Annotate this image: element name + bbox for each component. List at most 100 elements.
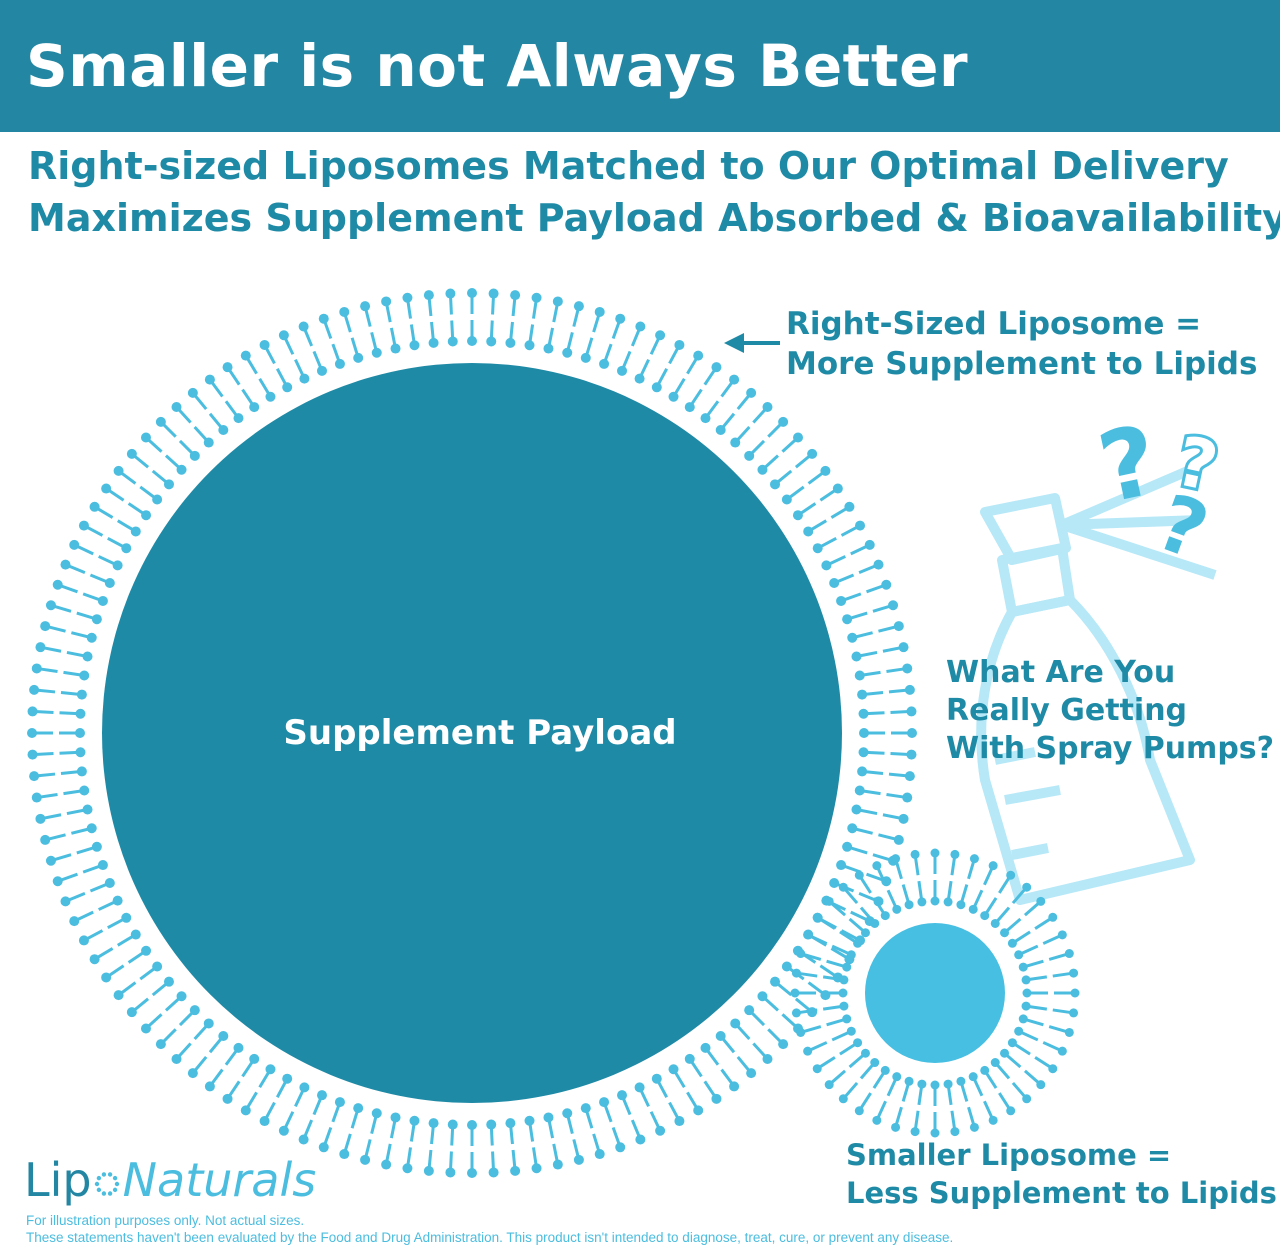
- lipid-head: [857, 689, 868, 700]
- lipid-head: [141, 945, 152, 956]
- lipid-head: [917, 1079, 927, 1089]
- lipid-head: [390, 1112, 401, 1123]
- lipid-head: [126, 448, 137, 459]
- lipid-head: [651, 382, 662, 393]
- supplement-payload-core: [102, 363, 842, 1103]
- spray-question-line-3: With Spray Pumps?: [946, 731, 1275, 766]
- lipid-head: [79, 670, 90, 681]
- lipid-head: [1069, 968, 1079, 978]
- lipid-head: [510, 1165, 521, 1176]
- lipid-head: [218, 424, 229, 435]
- lipid-head: [824, 1080, 834, 1090]
- lipid-head: [381, 1159, 392, 1170]
- lipid-head: [524, 1115, 535, 1126]
- illustration-disclaimer: For illustration purposes only. Not actu…: [26, 1213, 305, 1228]
- lipid-head: [562, 347, 573, 358]
- lipid-head: [1000, 928, 1010, 938]
- logo-dot: [96, 1187, 101, 1192]
- lipid-head: [69, 916, 80, 927]
- lipid-head: [838, 882, 848, 892]
- lipid-head: [715, 424, 726, 435]
- lipid-head: [29, 684, 40, 695]
- lipid-head: [104, 577, 115, 588]
- lipid-head: [1064, 1027, 1074, 1037]
- lipid-head: [770, 479, 781, 490]
- lipid-head: [668, 1064, 679, 1075]
- lipid-head: [265, 1064, 276, 1075]
- lipid-head: [820, 465, 831, 476]
- lipid-head: [791, 968, 801, 978]
- lipid-head: [486, 1119, 497, 1130]
- lipid-head: [101, 972, 112, 983]
- lipid-head: [730, 1018, 741, 1029]
- lipid-head: [204, 1081, 215, 1092]
- lipid-head: [812, 1064, 822, 1074]
- lipid-head: [988, 861, 998, 871]
- lipid-head: [846, 1026, 856, 1036]
- lipid-head: [339, 1149, 350, 1160]
- lipid-head: [836, 860, 847, 871]
- lipid-head: [693, 1105, 704, 1116]
- lipid-head: [318, 1142, 329, 1153]
- lipid-head: [729, 1081, 740, 1092]
- lipid-head: [409, 340, 420, 351]
- lipid-head: [969, 1122, 979, 1132]
- lipid-head: [79, 785, 90, 796]
- spray-question-line-2: Really Getting: [946, 693, 1188, 728]
- subtitle-line-2: Maximizes Supplement Payload Absorbed & …: [28, 196, 1280, 240]
- lipid-head: [1014, 1026, 1024, 1036]
- lipid-head: [870, 1058, 880, 1068]
- lipid-head: [893, 621, 904, 632]
- right-sized-line-1: Right-Sized Liposome =: [786, 306, 1202, 342]
- lipid-head: [543, 1112, 554, 1123]
- lipid-head: [524, 340, 535, 351]
- lipid-head: [163, 479, 174, 490]
- lipid-head: [89, 954, 100, 965]
- lipid-head: [859, 728, 869, 738]
- lipid-head: [121, 912, 132, 923]
- lipid-head: [299, 1082, 310, 1093]
- lipid-head: [839, 975, 849, 985]
- lipid-head: [121, 543, 132, 554]
- lipid-head: [240, 350, 251, 361]
- lipid-head: [858, 747, 869, 758]
- lipid-head: [888, 600, 899, 611]
- lipid-head: [892, 904, 902, 914]
- lipid-head: [113, 465, 124, 476]
- lipid-head: [842, 614, 853, 625]
- lipid-head: [126, 1007, 137, 1018]
- smaller-line-2: Less Supplement to Lipids: [846, 1176, 1277, 1210]
- lipid-head: [842, 841, 853, 852]
- lipid-head: [854, 670, 865, 681]
- lipid-head: [792, 510, 803, 521]
- lipid-head: [76, 689, 87, 700]
- lipid-head: [218, 1031, 229, 1042]
- question-mark-icons: ? ? ?: [1090, 404, 1227, 578]
- lipid-head: [781, 961, 792, 972]
- lipid-head: [1021, 1001, 1031, 1011]
- lipid-head: [917, 897, 927, 907]
- lipid-head: [950, 1127, 960, 1137]
- lipid-head: [655, 1125, 666, 1136]
- lipid-head: [467, 336, 477, 346]
- lipid-head: [700, 1042, 711, 1053]
- lipid-head: [988, 1115, 998, 1125]
- lipid-head: [950, 849, 960, 859]
- spray-bottle-icon: [976, 465, 1217, 905]
- lipid-head: [76, 766, 87, 777]
- lipid-head: [140, 1023, 151, 1034]
- supplement-payload-label: Supplement Payload: [283, 713, 677, 753]
- lipid-head: [617, 1090, 628, 1101]
- lipid-head: [930, 1080, 940, 1090]
- lipid-head: [778, 1039, 789, 1050]
- lipid-head: [943, 897, 953, 907]
- lipid-head: [45, 600, 56, 611]
- lipid-head: [505, 337, 516, 348]
- lipid-head: [187, 1068, 198, 1079]
- lipid-head: [846, 950, 856, 960]
- lipid-head: [486, 336, 497, 347]
- lipid-head: [956, 1076, 966, 1086]
- lipid-head: [1018, 1014, 1028, 1024]
- lipid-head: [390, 343, 401, 354]
- lipid-head: [78, 520, 89, 531]
